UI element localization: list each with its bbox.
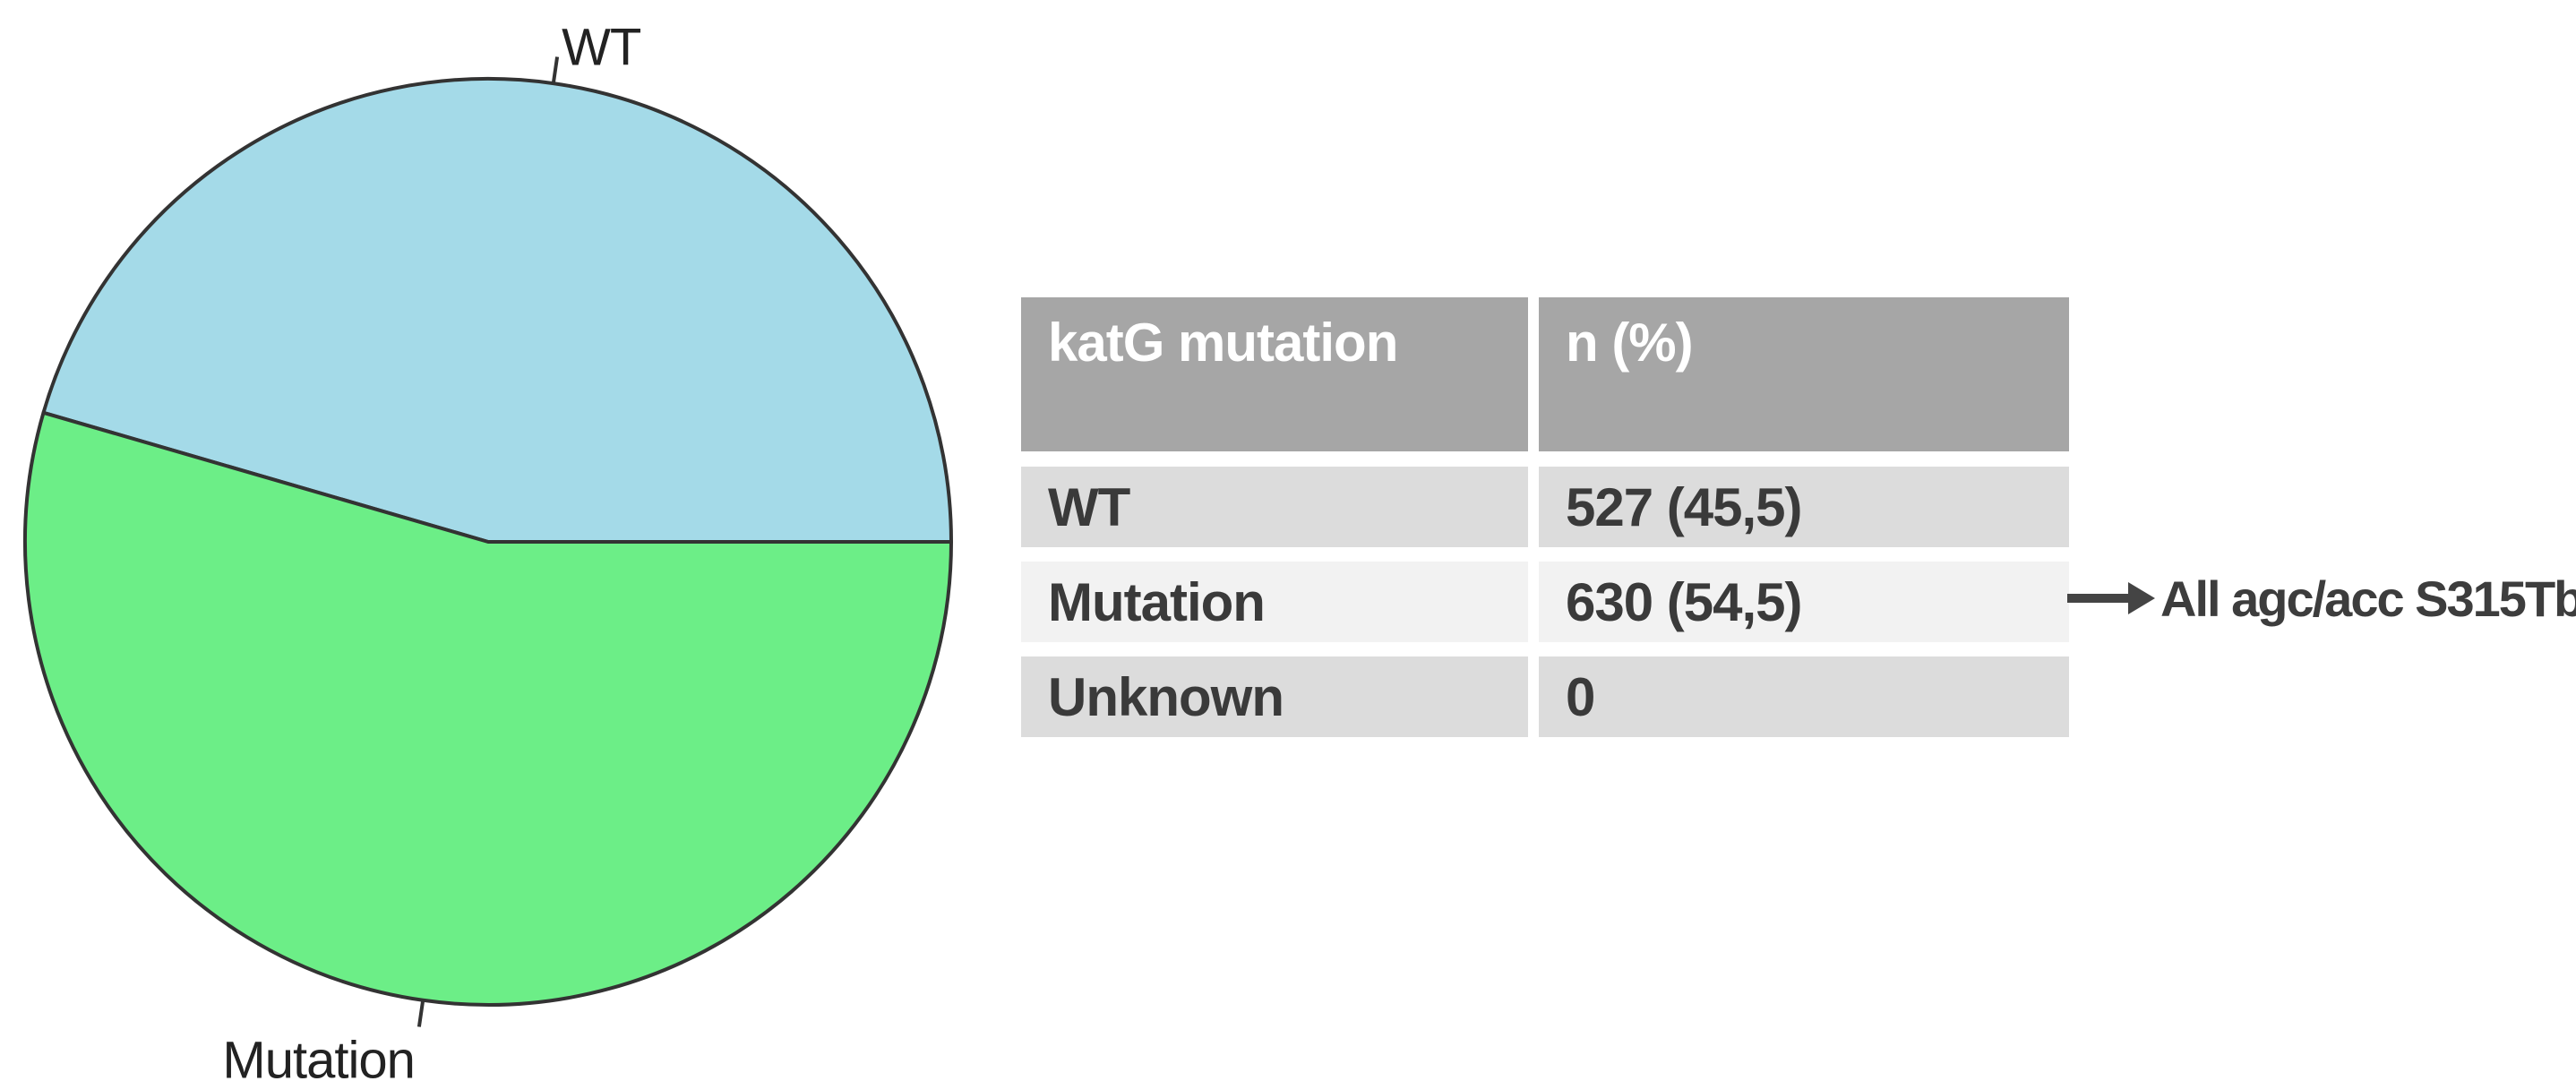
table-cell-label: Unknown: [1021, 656, 1528, 737]
annotation-all-agc-acc: All agc/acc S315Tb: [2160, 570, 2576, 627]
table-row-unknown: Unknown 0: [1021, 656, 2069, 737]
table-cell-value: 0: [1539, 656, 2069, 737]
pie-label-mutation: Mutation: [222, 1032, 414, 1081]
arrow-line: [2067, 594, 2128, 603]
pie-tick-wt: [551, 56, 560, 84]
right-arrow-icon: [2128, 582, 2155, 614]
table-row-wt: WT 527 (45,5): [1021, 467, 2069, 547]
pie-slice-mutation: [23, 410, 953, 1007]
pie-chart: WT Mutation: [23, 19, 953, 1081]
table-row-gap: [1021, 547, 2069, 562]
table-cell-label: Mutation: [1021, 562, 1528, 642]
table-row-gap: [1021, 642, 2069, 656]
table-row-mutation: Mutation 630 (54,5): [1021, 562, 2069, 642]
table-header-gap: [1021, 451, 2069, 467]
table-header-cell-katg-mutation: katG mutation: [1021, 297, 1528, 451]
pie-tick-mutation: [416, 999, 425, 1027]
table-cell-value: 527 (45,5): [1539, 467, 2069, 547]
table-header-cell-n-percent: n (%): [1539, 297, 2069, 451]
table-cell-value: 630 (54,5): [1539, 562, 2069, 642]
katg-mutation-table: katG mutation n (%) WT 527 (45,5) Mutati…: [1021, 297, 2069, 737]
table-header-row: katG mutation n (%): [1021, 297, 2069, 451]
pie-label-wt: WT: [562, 19, 641, 77]
table-cell-label: WT: [1021, 467, 1528, 547]
